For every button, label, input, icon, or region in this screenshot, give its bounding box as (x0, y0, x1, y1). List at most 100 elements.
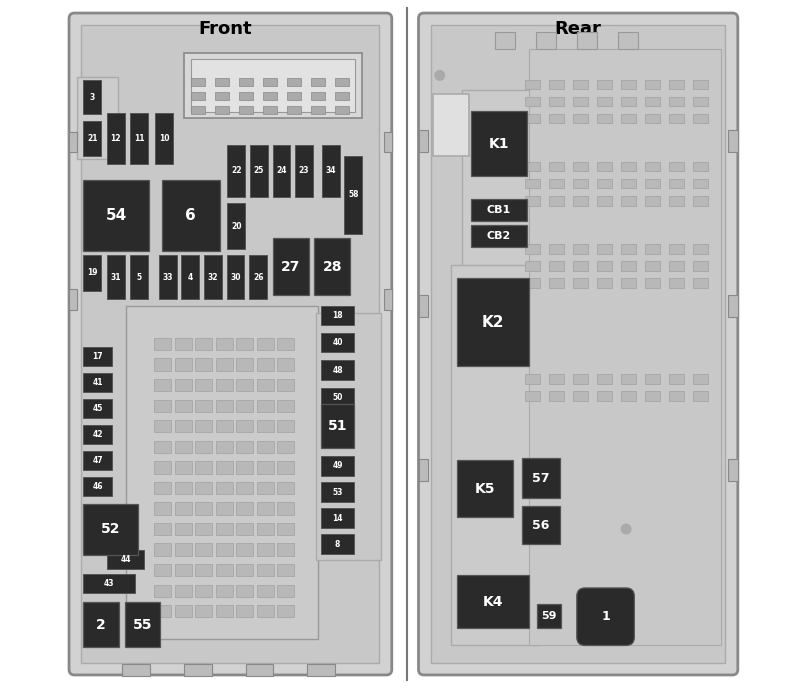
Bar (618, 32, 638, 50)
Bar (525, 96, 540, 106)
Bar (525, 179, 540, 189)
Bar (250, 255, 267, 299)
Bar (184, 53, 362, 118)
Bar (321, 508, 354, 528)
Bar (728, 130, 738, 152)
Bar (216, 523, 233, 535)
Bar (525, 244, 540, 254)
Text: 17: 17 (93, 352, 103, 361)
Bar (525, 374, 540, 384)
Bar (645, 196, 660, 206)
Circle shape (622, 524, 631, 534)
Bar (335, 105, 349, 114)
Bar (573, 261, 588, 270)
Text: 12: 12 (110, 134, 121, 143)
Bar (525, 80, 540, 89)
Bar (669, 278, 684, 288)
Bar (549, 278, 564, 288)
Bar (154, 585, 171, 597)
Bar (321, 361, 354, 380)
Bar (433, 94, 469, 155)
Bar (470, 225, 526, 247)
Text: K5: K5 (474, 482, 495, 495)
Bar (693, 374, 708, 384)
Bar (154, 461, 171, 473)
Bar (154, 420, 171, 432)
Bar (236, 420, 254, 432)
Bar (154, 358, 171, 371)
Bar (525, 261, 540, 270)
Bar (216, 338, 233, 350)
Bar (451, 265, 541, 645)
FancyBboxPatch shape (418, 13, 738, 675)
Bar (597, 196, 612, 206)
Bar (295, 145, 313, 197)
Bar (621, 278, 636, 288)
Bar (457, 278, 529, 366)
Bar (83, 399, 112, 418)
Bar (669, 179, 684, 189)
Bar (321, 404, 354, 448)
Bar (573, 96, 588, 106)
Bar (621, 179, 636, 189)
Bar (159, 255, 177, 299)
Bar (470, 111, 526, 176)
Bar (154, 564, 171, 577)
Bar (195, 440, 212, 453)
Bar (216, 564, 233, 577)
Bar (236, 585, 254, 597)
Bar (236, 564, 254, 577)
Text: 43: 43 (104, 579, 114, 588)
Bar (174, 564, 192, 577)
Bar (278, 338, 294, 350)
Bar (669, 96, 684, 106)
Bar (621, 244, 636, 254)
Bar (216, 502, 233, 515)
Bar (83, 80, 102, 114)
Bar (257, 544, 274, 556)
Bar (597, 80, 612, 89)
Bar (287, 105, 301, 114)
Bar (130, 255, 148, 299)
Bar (257, 420, 274, 432)
Bar (239, 78, 253, 87)
Bar (216, 544, 233, 556)
Bar (257, 338, 274, 350)
Bar (216, 400, 233, 412)
Bar (83, 255, 102, 290)
Bar (126, 306, 318, 638)
Bar (154, 523, 171, 535)
Bar (174, 420, 192, 432)
Bar (216, 461, 233, 473)
Text: 33: 33 (162, 272, 173, 281)
Bar (470, 199, 526, 221)
Bar (693, 244, 708, 254)
Bar (125, 602, 160, 647)
Bar (693, 162, 708, 171)
Text: 58: 58 (348, 191, 358, 200)
Bar (693, 278, 708, 288)
Bar (573, 162, 588, 171)
Bar (597, 114, 612, 123)
Bar (195, 338, 212, 350)
Bar (345, 155, 362, 235)
Bar (236, 440, 254, 453)
Bar (494, 32, 515, 50)
Text: 11: 11 (134, 134, 144, 143)
Bar (278, 544, 294, 556)
Bar (278, 358, 294, 371)
Bar (174, 585, 192, 597)
Text: 49: 49 (332, 462, 343, 471)
Bar (174, 400, 192, 412)
Bar (250, 145, 268, 197)
Bar (239, 92, 253, 100)
Bar (549, 196, 564, 206)
Bar (645, 96, 660, 106)
Bar (645, 391, 660, 401)
Text: K2: K2 (482, 314, 504, 330)
Bar (216, 585, 233, 597)
Bar (573, 80, 588, 89)
Bar (182, 255, 199, 299)
Bar (174, 358, 192, 371)
Bar (278, 379, 294, 391)
